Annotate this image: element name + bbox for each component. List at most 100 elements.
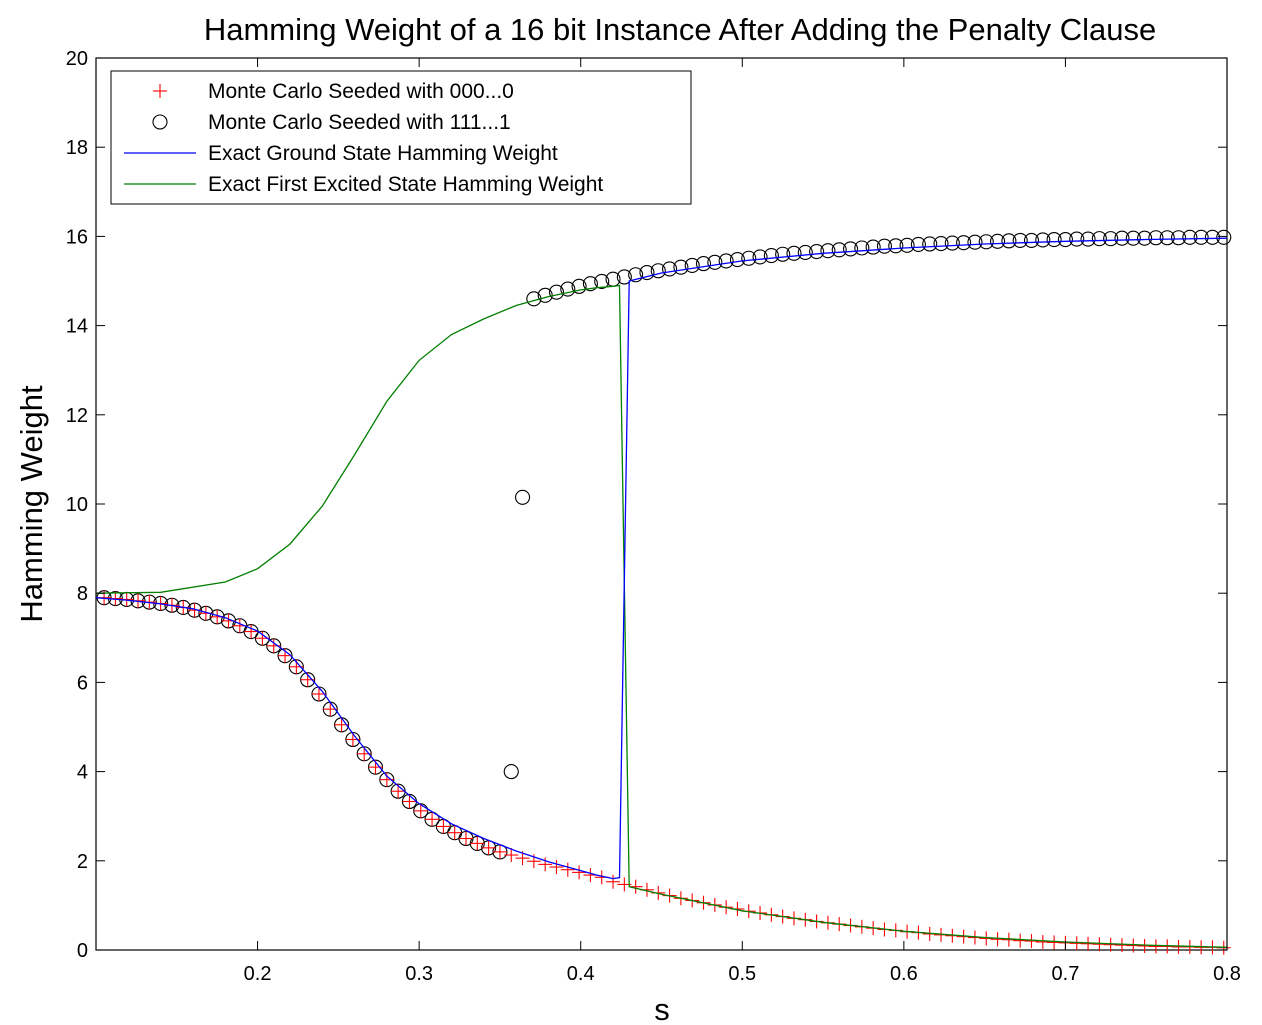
data-point-circle bbox=[899, 237, 915, 253]
y-tick-label: 12 bbox=[66, 405, 88, 427]
legend-swatch-circle bbox=[152, 114, 168, 130]
data-point-circle bbox=[560, 281, 576, 297]
data-point-plus bbox=[538, 857, 553, 872]
data-point-plus bbox=[606, 874, 621, 889]
data-point-circle bbox=[695, 256, 712, 272]
y-tick-label: 6 bbox=[77, 672, 88, 694]
y-tick-label: 18 bbox=[66, 137, 88, 159]
data-point-plus bbox=[447, 825, 462, 840]
data-point-circle bbox=[1182, 229, 1198, 245]
data-point-circle bbox=[1216, 229, 1232, 245]
data-point-circle bbox=[673, 259, 689, 275]
data-point-circle bbox=[1103, 231, 1119, 247]
legend: Monte Carlo Seeded with 000...0 Monte Ca… bbox=[110, 70, 692, 205]
data-point-circle bbox=[684, 257, 700, 273]
data-point-plus bbox=[504, 848, 519, 863]
data-point-circle bbox=[809, 244, 825, 260]
data-point-plus bbox=[560, 862, 575, 877]
data-point-circle bbox=[1170, 230, 1187, 246]
series-ground-line bbox=[95, 237, 1228, 880]
data-point-circle bbox=[729, 252, 745, 268]
data-point-circle bbox=[786, 245, 802, 261]
data-point-plus bbox=[402, 794, 417, 809]
legend-label-mc-one: Monte Carlo Seeded with 111...1 bbox=[208, 111, 511, 134]
plot-area-frame bbox=[95, 57, 1228, 951]
y-tick-label: 14 bbox=[66, 316, 88, 338]
data-point-circle bbox=[831, 242, 847, 258]
data-point-circle bbox=[944, 235, 960, 251]
data-point-circle bbox=[933, 235, 949, 252]
data-point-circle bbox=[888, 238, 904, 254]
legend-label-excited: Exact First Excited State Hamming Weight bbox=[208, 173, 603, 196]
data-point-circle bbox=[1114, 230, 1130, 246]
y-tick-label: 10 bbox=[66, 494, 88, 516]
data-point-circle bbox=[650, 263, 666, 279]
data-point-circle bbox=[1057, 231, 1073, 248]
data-point-circle bbox=[910, 236, 926, 252]
data-point-plus bbox=[413, 803, 428, 818]
data-point-circle bbox=[639, 264, 655, 281]
y-tick-label: 8 bbox=[77, 583, 88, 605]
x-tick-label: 0.7 bbox=[1052, 963, 1080, 985]
data-point-circle bbox=[548, 284, 565, 300]
data-point-plus bbox=[549, 860, 564, 875]
data-point-circle bbox=[842, 241, 859, 257]
data-point-plus bbox=[1024, 934, 1039, 949]
x-tick-label: 0.5 bbox=[728, 963, 756, 985]
data-point-circle bbox=[1035, 232, 1051, 248]
data-point-circle bbox=[820, 243, 836, 259]
x-tick-label: 0.4 bbox=[567, 963, 595, 985]
chart-title: Hamming Weight of a 16 bit Instance Afte… bbox=[204, 12, 1156, 47]
data-point-plus bbox=[244, 624, 259, 639]
data-point-circle bbox=[1091, 231, 1107, 247]
data-point-circle bbox=[876, 238, 893, 254]
data-point-circle bbox=[1069, 231, 1085, 247]
x-tick-label: 0.2 bbox=[244, 963, 272, 985]
y-tick-label: 0 bbox=[77, 940, 88, 962]
data-point-plus bbox=[436, 819, 451, 834]
data-point-circle bbox=[718, 253, 734, 269]
legend-swatch-plus bbox=[153, 84, 167, 98]
data-point-circle bbox=[752, 249, 768, 265]
data-point-circle bbox=[662, 261, 678, 277]
data-point-circle bbox=[628, 267, 644, 283]
legend-box bbox=[110, 70, 692, 205]
data-point-circle bbox=[1080, 231, 1096, 247]
plot-layer bbox=[95, 229, 1232, 955]
data-point-circle bbox=[514, 489, 531, 505]
data-point-plus bbox=[458, 831, 473, 846]
data-point-circle bbox=[1125, 230, 1141, 246]
legend-label-mc-zero: Monte Carlo Seeded with 000...0 bbox=[208, 80, 514, 103]
data-point-circle bbox=[582, 276, 598, 292]
x-tick-label: 0.8 bbox=[1213, 963, 1241, 985]
data-point-circle bbox=[1046, 231, 1062, 248]
data-point-circle bbox=[1001, 233, 1017, 249]
y-tick-label: 4 bbox=[77, 762, 88, 784]
x-axis-label: s bbox=[654, 992, 670, 1025]
data-point-circle bbox=[1023, 232, 1040, 248]
data-point-circle bbox=[775, 246, 791, 262]
data-point-plus bbox=[470, 836, 485, 851]
data-point-circle bbox=[854, 240, 870, 256]
data-point-circle bbox=[1148, 230, 1164, 246]
data-point-circle bbox=[616, 269, 632, 285]
data-point-circle bbox=[865, 239, 881, 255]
data-point-circle bbox=[922, 236, 938, 252]
data-point-plus bbox=[572, 865, 587, 880]
data-point-plus bbox=[425, 812, 440, 827]
x-tick-label: 0.6 bbox=[890, 963, 918, 985]
data-point-circle bbox=[594, 273, 610, 289]
data-point-circle bbox=[763, 248, 779, 264]
data-point-circle bbox=[797, 244, 813, 261]
data-point-circle bbox=[503, 764, 519, 780]
data-point-circle bbox=[956, 235, 972, 251]
legend-label-ground: Exact Ground State Hamming Weight bbox=[208, 142, 558, 165]
data-point-circle bbox=[990, 233, 1006, 249]
data-point-plus bbox=[492, 844, 507, 859]
data-point-circle bbox=[741, 250, 757, 266]
y-axis-label: Hamming Weight bbox=[14, 385, 49, 623]
y-tick-label: 20 bbox=[66, 48, 88, 70]
data-point-circle bbox=[1012, 232, 1028, 248]
